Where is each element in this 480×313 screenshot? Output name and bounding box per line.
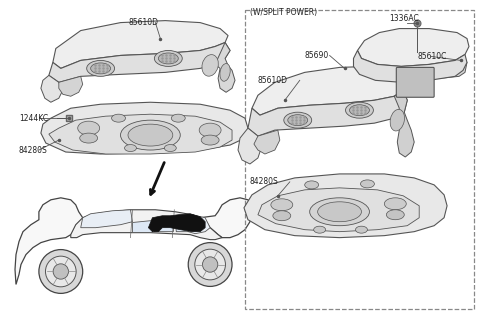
Polygon shape bbox=[49, 114, 232, 154]
Ellipse shape bbox=[310, 198, 370, 226]
Polygon shape bbox=[59, 76, 83, 96]
Ellipse shape bbox=[284, 112, 312, 128]
Ellipse shape bbox=[390, 109, 405, 131]
FancyBboxPatch shape bbox=[396, 67, 434, 97]
Polygon shape bbox=[155, 220, 174, 232]
Polygon shape bbox=[41, 102, 248, 154]
Ellipse shape bbox=[80, 133, 97, 143]
Polygon shape bbox=[394, 90, 414, 157]
Ellipse shape bbox=[120, 120, 180, 150]
Ellipse shape bbox=[318, 202, 361, 222]
Circle shape bbox=[46, 256, 76, 287]
Polygon shape bbox=[53, 21, 228, 69]
Ellipse shape bbox=[202, 55, 218, 76]
Circle shape bbox=[53, 264, 69, 279]
Polygon shape bbox=[215, 43, 235, 92]
Polygon shape bbox=[71, 210, 222, 240]
Ellipse shape bbox=[111, 114, 125, 122]
Ellipse shape bbox=[288, 115, 308, 126]
Ellipse shape bbox=[386, 210, 404, 220]
Text: 1244KC: 1244KC bbox=[19, 114, 48, 123]
Polygon shape bbox=[244, 174, 447, 238]
Text: 85690: 85690 bbox=[305, 51, 329, 60]
Text: 84280S: 84280S bbox=[19, 146, 48, 155]
Ellipse shape bbox=[346, 102, 373, 118]
Polygon shape bbox=[254, 130, 280, 154]
Ellipse shape bbox=[91, 63, 110, 74]
Polygon shape bbox=[258, 188, 419, 232]
Polygon shape bbox=[353, 50, 467, 82]
Circle shape bbox=[195, 249, 226, 280]
Ellipse shape bbox=[384, 198, 406, 210]
Text: 85610C: 85610C bbox=[417, 52, 446, 61]
Circle shape bbox=[39, 249, 83, 293]
Polygon shape bbox=[148, 214, 205, 232]
Ellipse shape bbox=[356, 226, 367, 233]
Circle shape bbox=[188, 243, 232, 286]
Ellipse shape bbox=[273, 211, 291, 221]
Polygon shape bbox=[238, 128, 262, 164]
Ellipse shape bbox=[78, 121, 100, 135]
Polygon shape bbox=[41, 75, 63, 102]
Ellipse shape bbox=[199, 123, 221, 137]
Ellipse shape bbox=[271, 199, 293, 211]
Ellipse shape bbox=[220, 64, 230, 81]
Polygon shape bbox=[370, 53, 467, 78]
Polygon shape bbox=[185, 215, 210, 234]
Polygon shape bbox=[15, 198, 252, 285]
Ellipse shape bbox=[313, 226, 325, 233]
Ellipse shape bbox=[128, 124, 173, 146]
Text: 84280S: 84280S bbox=[250, 177, 279, 186]
Ellipse shape bbox=[349, 105, 370, 116]
Ellipse shape bbox=[305, 181, 319, 189]
Ellipse shape bbox=[171, 114, 185, 122]
Polygon shape bbox=[252, 66, 405, 115]
Ellipse shape bbox=[158, 53, 178, 64]
Text: 1336AC: 1336AC bbox=[389, 14, 419, 23]
Text: 85610D: 85610D bbox=[129, 18, 158, 27]
Ellipse shape bbox=[124, 145, 136, 151]
Text: (W/SPLIT POWER): (W/SPLIT POWER) bbox=[250, 8, 317, 17]
Ellipse shape bbox=[201, 135, 219, 145]
Polygon shape bbox=[81, 210, 132, 228]
Polygon shape bbox=[132, 220, 152, 232]
Polygon shape bbox=[175, 218, 188, 232]
Circle shape bbox=[203, 257, 218, 272]
Polygon shape bbox=[358, 28, 469, 66]
Ellipse shape bbox=[164, 145, 176, 151]
Bar bbox=[245, 10, 474, 309]
Ellipse shape bbox=[360, 180, 374, 188]
Polygon shape bbox=[248, 90, 407, 136]
Ellipse shape bbox=[87, 60, 115, 76]
Text: 85610D: 85610D bbox=[258, 76, 288, 85]
Polygon shape bbox=[49, 43, 230, 82]
Ellipse shape bbox=[155, 50, 182, 66]
